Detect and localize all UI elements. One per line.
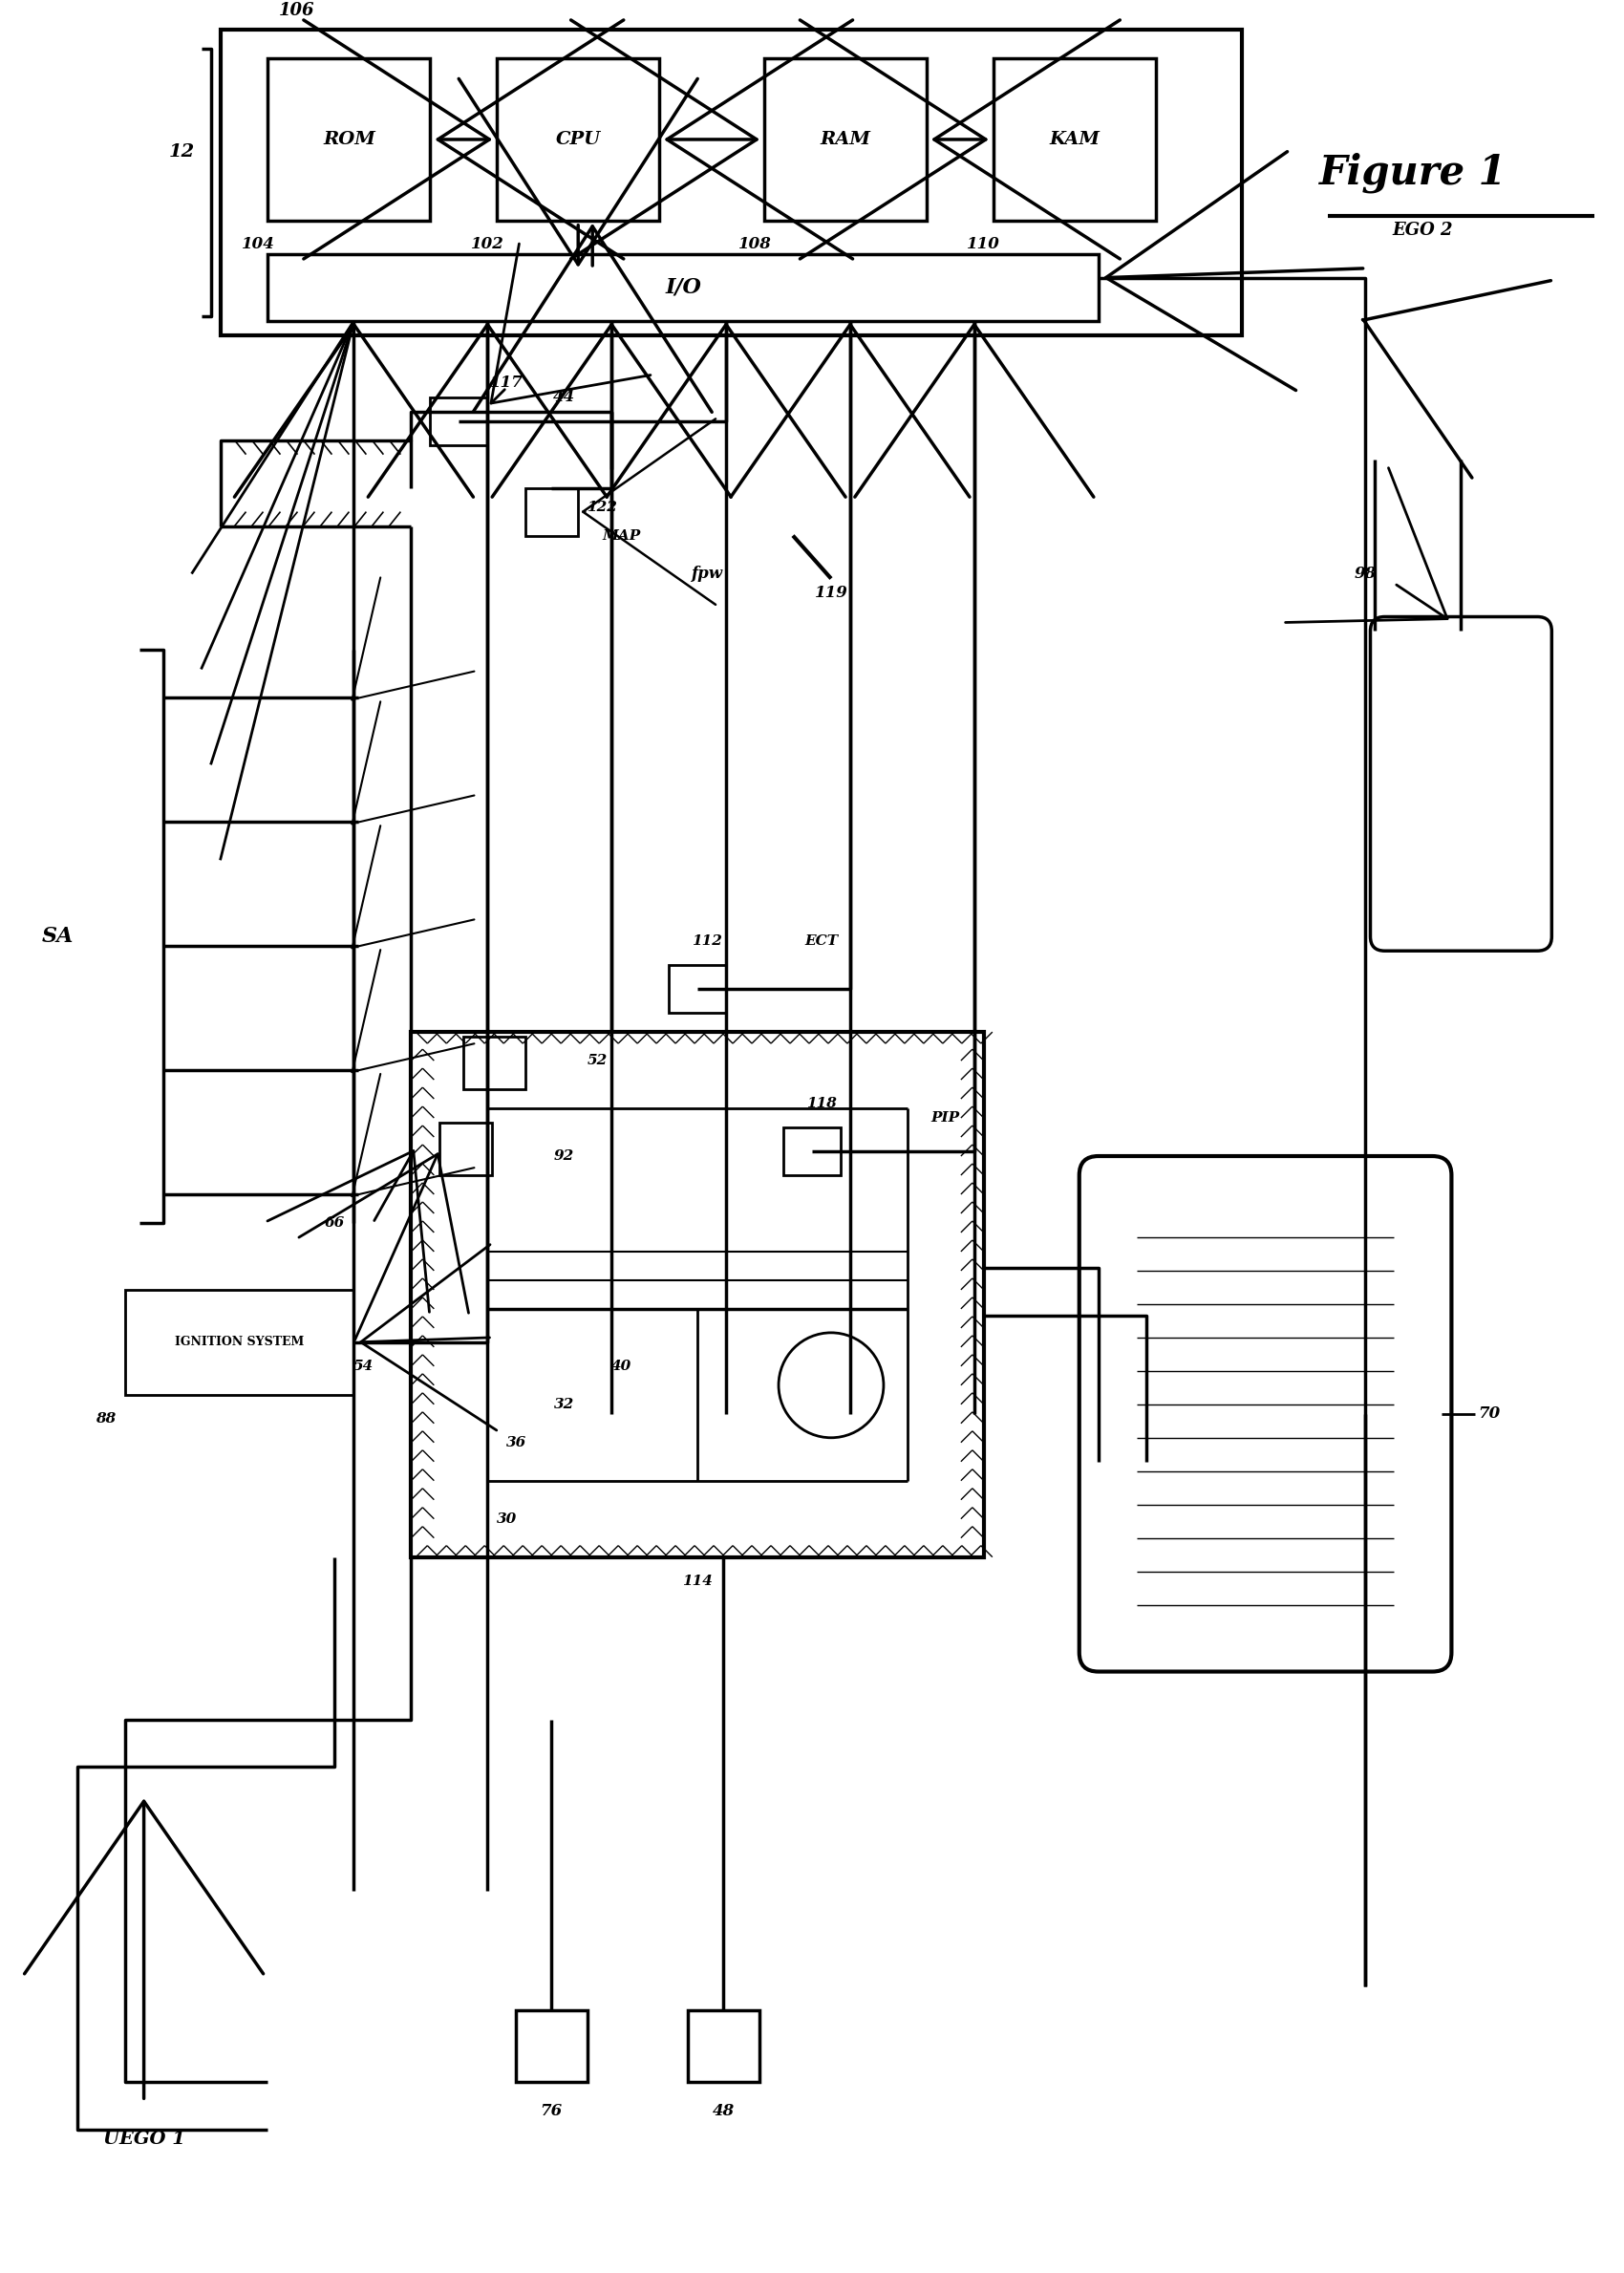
FancyBboxPatch shape <box>1371 616 1551 950</box>
Text: 30: 30 <box>497 1512 516 1525</box>
Bar <box>268 255 1098 320</box>
Text: CPU: CPU <box>555 132 601 148</box>
Bar <box>765 59 927 220</box>
Text: 98: 98 <box>1354 566 1377 582</box>
Bar <box>994 59 1156 220</box>
Text: 117: 117 <box>490 375 523 391</box>
Text: I/O: I/O <box>666 277 702 298</box>
Text: 88: 88 <box>96 1412 115 1425</box>
Bar <box>669 966 726 1014</box>
Text: 122: 122 <box>586 500 617 514</box>
Text: 66: 66 <box>325 1216 344 1230</box>
Bar <box>125 1289 354 1396</box>
Bar <box>689 2012 760 2082</box>
Text: PIP: PIP <box>931 1111 960 1125</box>
Bar <box>526 489 578 536</box>
Bar <box>497 59 659 220</box>
Text: 108: 108 <box>737 236 771 252</box>
Text: KAM: KAM <box>1049 132 1099 148</box>
Text: 112: 112 <box>692 934 723 948</box>
Text: IGNITION SYSTEM: IGNITION SYSTEM <box>175 1337 304 1348</box>
Text: 114: 114 <box>682 1575 713 1587</box>
FancyBboxPatch shape <box>1080 1157 1452 1671</box>
Text: ROM: ROM <box>323 132 375 148</box>
Bar <box>440 1123 492 1175</box>
Bar <box>516 2012 588 2082</box>
Text: ECT: ECT <box>806 934 838 948</box>
Text: EGO 2: EGO 2 <box>1392 220 1453 239</box>
Text: fpw: fpw <box>692 566 723 582</box>
Text: 12: 12 <box>169 143 195 161</box>
Text: 118: 118 <box>807 1098 836 1109</box>
Text: 44: 44 <box>552 389 575 405</box>
Text: 48: 48 <box>713 2103 734 2118</box>
Bar <box>430 398 487 446</box>
Text: RAM: RAM <box>820 132 870 148</box>
Text: 106: 106 <box>279 2 315 18</box>
Text: 32: 32 <box>554 1398 573 1412</box>
Text: 92: 92 <box>554 1150 573 1164</box>
Text: 36: 36 <box>507 1437 526 1450</box>
Text: SA: SA <box>42 925 75 948</box>
Bar <box>411 1032 984 1557</box>
Text: 52: 52 <box>588 1055 607 1068</box>
Text: Figure 1: Figure 1 <box>1319 152 1507 193</box>
Text: MAP: MAP <box>603 530 640 543</box>
Text: 104: 104 <box>242 236 274 252</box>
Text: 76: 76 <box>541 2103 562 2118</box>
Text: 110: 110 <box>968 236 1000 252</box>
Text: 119: 119 <box>814 584 848 600</box>
Bar <box>783 1127 841 1175</box>
Text: UEGO 1: UEGO 1 <box>102 2130 185 2148</box>
Text: 54: 54 <box>354 1359 374 1373</box>
Text: 102: 102 <box>471 236 503 252</box>
Bar <box>221 30 1241 334</box>
Text: 40: 40 <box>611 1359 632 1373</box>
Bar <box>268 59 430 220</box>
Text: 70: 70 <box>1478 1405 1501 1423</box>
Bar <box>463 1036 526 1089</box>
